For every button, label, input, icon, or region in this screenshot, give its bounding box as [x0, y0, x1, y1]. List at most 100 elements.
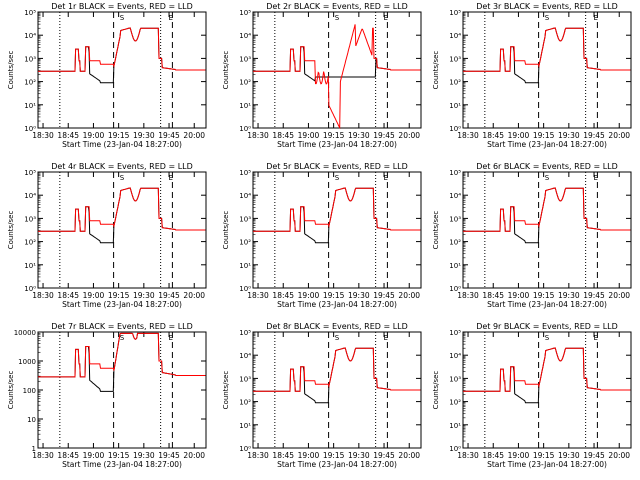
x-tick-label: 19:30 — [558, 131, 580, 140]
panel-title: Det 3r BLACK = Events, RED = LLD — [476, 2, 618, 11]
y-tick-label: 10¹ — [24, 262, 36, 270]
y-tick-label: 10⁵ — [449, 329, 461, 337]
x-tick-label: 19:15 — [108, 291, 130, 300]
x-tick-label: 19:30 — [348, 451, 370, 460]
x-tick-label: 20:00 — [398, 131, 420, 140]
lld-series-line — [463, 187, 631, 232]
y-tick-label: 10¹ — [24, 102, 36, 110]
x-tick-label: 19:15 — [533, 291, 555, 300]
y-axis-label: Counts/sec — [432, 51, 440, 90]
x-axis-label: Start Time (23-Jan-04 18:27:00) — [277, 300, 397, 309]
y-axis-label: Counts/sec — [432, 211, 440, 250]
y-tick-label: 10¹ — [239, 262, 251, 270]
y-tick-label: 1 — [32, 445, 36, 453]
y-tick-label: 10⁴ — [449, 192, 461, 200]
x-tick-label: 20:00 — [608, 451, 630, 460]
x-tick-label: 19:15 — [108, 131, 130, 140]
lld-series-line — [253, 24, 421, 130]
panel-title: Det 6r BLACK = Events, RED = LLD — [476, 162, 618, 171]
y-tick-label: 10⁵ — [24, 169, 36, 177]
x-tick-label: 19:00 — [83, 451, 105, 460]
x-tick-label: 19:30 — [133, 131, 155, 140]
y-tick-label: 10⁵ — [239, 9, 251, 17]
time-marker-label: E — [169, 174, 173, 182]
y-tick-label: 10² — [239, 399, 251, 407]
x-tick-label: 18:45 — [272, 451, 294, 460]
time-marker-label: S — [120, 174, 125, 182]
x-tick-label: 20:00 — [608, 291, 630, 300]
lld-series-line — [38, 27, 206, 72]
y-tick-label: 10² — [24, 79, 36, 87]
time-marker-label: S — [335, 174, 340, 182]
x-tick-label: 19:00 — [508, 291, 530, 300]
y-tick-label: 10⁴ — [449, 32, 461, 40]
x-tick-label: 19:00 — [508, 131, 530, 140]
x-tick-label: 19:15 — [323, 131, 345, 140]
y-tick-label: 10⁰ — [239, 285, 251, 293]
y-tick-label: 10² — [24, 239, 36, 247]
y-tick-label: 10 — [27, 416, 36, 424]
y-tick-label: 10³ — [24, 215, 36, 223]
y-tick-label: 10³ — [449, 215, 461, 223]
detector-panel: Det 2r BLACK = Events, RED = LLD 10⁰ 10¹ 10… — [222, 2, 422, 149]
x-tick-label: 18:30 — [247, 291, 269, 300]
x-tick-label: 19:30 — [348, 291, 370, 300]
detector-panel: Det 6r BLACK = Events, RED = LLD 10⁰ 10¹ 10… — [432, 162, 632, 309]
events-series-line — [38, 187, 206, 244]
x-axis-label: Start Time (23-Jan-04 18:27:00) — [487, 460, 607, 469]
y-tick-label: 10³ — [24, 55, 36, 63]
time-marker-label: E — [594, 14, 598, 22]
y-tick-label: 10⁰ — [449, 285, 461, 293]
x-tick-label: 19:45 — [373, 451, 395, 460]
panel-title: Det 2r BLACK = Events, RED = LLD — [266, 2, 408, 11]
x-tick-label: 18:45 — [57, 291, 79, 300]
x-tick-label: 18:45 — [57, 451, 79, 460]
panel-title: Det 5r BLACK = Events, RED = LLD — [266, 162, 408, 171]
x-tick-label: 19:15 — [323, 451, 345, 460]
y-axis-label: Counts/sec — [432, 371, 440, 410]
y-tick-label: 10³ — [239, 375, 251, 383]
x-axis-label: Start Time (23-Jan-04 18:27:00) — [487, 300, 607, 309]
events-series-line — [38, 332, 206, 392]
x-tick-label: 19:45 — [158, 131, 180, 140]
x-tick-label: 19:00 — [83, 291, 105, 300]
y-tick-label: 10⁴ — [24, 192, 36, 200]
y-tick-label: 10¹ — [239, 102, 251, 110]
time-marker-label: E — [384, 14, 388, 22]
x-tick-label: 18:30 — [32, 131, 54, 140]
y-tick-label: 10⁴ — [239, 32, 251, 40]
plot-frame — [252, 171, 422, 289]
events-series-line — [38, 27, 206, 84]
time-marker-label: S — [120, 334, 125, 342]
panel-title: Det 9r BLACK = Events, RED = LLD — [476, 322, 618, 331]
x-tick-label: 18:45 — [57, 131, 79, 140]
lld-series-line — [463, 347, 631, 392]
x-tick-label: 20:00 — [608, 131, 630, 140]
x-tick-label: 19:30 — [133, 451, 155, 460]
time-marker-label: E — [594, 334, 598, 342]
y-tick-label: 1000 — [18, 358, 36, 366]
y-axis-label: Counts/sec — [7, 371, 15, 410]
y-tick-label: 10⁴ — [449, 352, 461, 360]
x-tick-label: 19:45 — [373, 131, 395, 140]
y-tick-label: 10² — [449, 239, 461, 247]
detector-panel: Det 3r BLACK = Events, RED = LLD 10⁰ 10¹ 10… — [432, 2, 632, 149]
x-tick-label: 18:45 — [482, 291, 504, 300]
plot-frame — [37, 331, 207, 449]
lld-series-line — [253, 187, 421, 232]
x-tick-label: 18:45 — [272, 291, 294, 300]
y-tick-label: 10⁰ — [24, 285, 36, 293]
x-tick-label: 18:30 — [457, 291, 479, 300]
x-tick-label: 19:45 — [583, 291, 605, 300]
x-tick-label: 19:45 — [158, 451, 180, 460]
x-tick-label: 19:45 — [583, 451, 605, 460]
x-axis-label: Start Time (23-Jan-04 18:27:00) — [487, 140, 607, 149]
y-tick-label: 10² — [449, 79, 461, 87]
x-tick-label: 18:45 — [482, 451, 504, 460]
detector-panel: Det 9r BLACK = Events, RED = LLD 10⁰ 10¹ 10… — [432, 322, 632, 469]
plot-frame — [37, 11, 207, 129]
x-tick-label: 19:45 — [158, 291, 180, 300]
x-tick-label: 19:00 — [298, 291, 320, 300]
x-tick-label: 20:00 — [183, 451, 205, 460]
